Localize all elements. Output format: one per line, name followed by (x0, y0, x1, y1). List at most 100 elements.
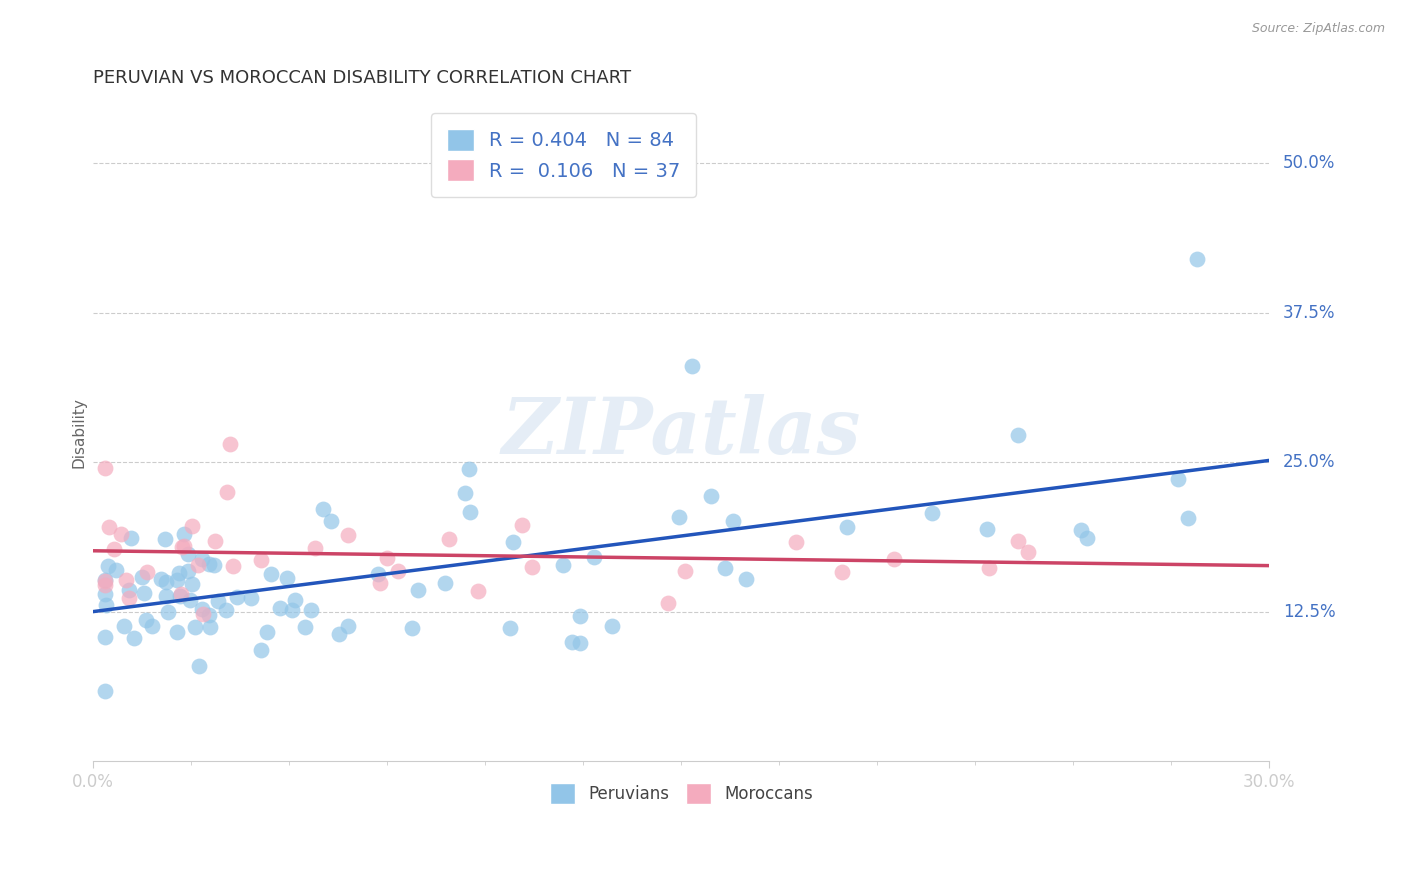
Point (458, 505, 481, 519)
Point (198, 557, 221, 571)
Point (1167, 472, 1189, 486)
Point (583, 550, 606, 565)
Point (179, 593, 201, 607)
Point (198, 607, 221, 622)
Point (97, 520, 120, 534)
Point (977, 561, 1000, 575)
Point (328, 627, 350, 641)
Point (150, 572, 173, 586)
Point (406, 582, 429, 597)
Point (1007, 428, 1029, 442)
Point (94, 599, 117, 613)
Legend: Peruvians, Moroccans: Peruvians, Moroccans (541, 775, 821, 812)
Text: 50.0%: 50.0% (1284, 154, 1336, 172)
Point (166, 574, 188, 588)
Point (204, 558, 226, 573)
Point (921, 506, 943, 520)
Point (155, 589, 177, 603)
Point (176, 564, 198, 578)
Point (249, 553, 271, 567)
Point (785, 534, 807, 549)
Point (94, 574, 117, 588)
Point (250, 642, 273, 657)
Point (883, 551, 905, 566)
Point (181, 577, 204, 591)
Point (299, 603, 322, 617)
Point (499, 621, 522, 635)
Point (1017, 545, 1039, 559)
Point (453, 485, 475, 500)
Point (1185, 252, 1208, 266)
Point (699, 489, 721, 503)
Point (304, 541, 326, 556)
Point (94, 461, 117, 475)
Point (502, 534, 524, 549)
Point (155, 574, 177, 589)
Point (188, 658, 211, 673)
Point (226, 590, 249, 604)
Text: PERUVIAN VS MOROCCAN DISABILITY CORRELATION CHART: PERUVIAN VS MOROCCAN DISABILITY CORRELAT… (93, 69, 631, 87)
Y-axis label: Disability: Disability (72, 397, 86, 467)
Point (167, 566, 190, 581)
Point (568, 636, 591, 650)
Text: ZIPatlas: ZIPatlas (502, 394, 860, 470)
Point (198, 620, 221, 634)
Point (215, 603, 238, 617)
Point (256, 625, 278, 640)
Point (120, 531, 142, 545)
Point (170, 586, 193, 600)
Point (115, 574, 138, 588)
Point (157, 606, 180, 620)
Point (681, 359, 703, 374)
Point (122, 631, 145, 645)
Text: 12.5%: 12.5% (1284, 603, 1336, 621)
Point (735, 572, 758, 586)
Point (375, 550, 398, 565)
Point (367, 567, 389, 582)
Point (337, 619, 360, 633)
Point (284, 592, 307, 607)
Point (184, 619, 207, 633)
Point (260, 566, 283, 581)
Point (170, 540, 193, 554)
Text: Source: ZipAtlas.com: Source: ZipAtlas.com (1251, 22, 1385, 36)
Point (1177, 511, 1199, 525)
Point (97, 559, 120, 574)
Point (312, 502, 335, 516)
Point (94, 630, 117, 644)
Point (1076, 531, 1098, 545)
Point (510, 518, 533, 533)
Point (668, 510, 690, 524)
Point (112, 619, 135, 633)
Point (94, 578, 117, 592)
Point (218, 437, 240, 451)
Point (173, 539, 195, 553)
Point (520, 560, 543, 574)
Point (215, 485, 238, 500)
Point (713, 560, 735, 574)
Point (401, 622, 423, 636)
Point (222, 558, 245, 573)
Point (166, 625, 188, 640)
Text: 37.5%: 37.5% (1284, 303, 1336, 322)
Point (602, 619, 624, 633)
Point (191, 607, 214, 621)
Point (976, 522, 998, 536)
Point (723, 514, 745, 528)
Point (103, 541, 125, 556)
Point (204, 534, 226, 549)
Point (831, 566, 853, 580)
Point (118, 582, 141, 597)
Point (169, 590, 191, 604)
Point (553, 558, 575, 572)
Point (173, 526, 195, 541)
Point (135, 613, 157, 627)
Point (1070, 523, 1092, 537)
Point (276, 571, 298, 585)
Point (181, 519, 204, 533)
Point (110, 526, 132, 541)
Point (118, 591, 141, 605)
Point (433, 575, 456, 590)
Point (136, 565, 159, 579)
Point (337, 528, 360, 542)
